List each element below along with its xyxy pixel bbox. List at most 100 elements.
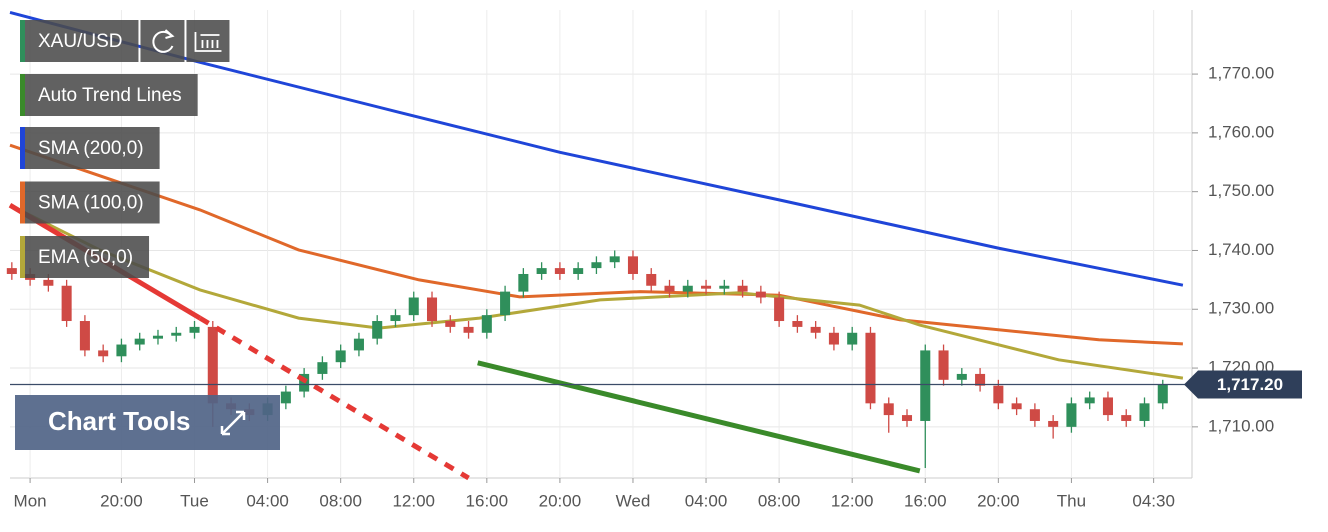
legend-box bbox=[20, 181, 160, 224]
legend-swatch bbox=[20, 74, 25, 116]
last-price-label: 1,717.20 bbox=[1217, 375, 1283, 394]
legend-item[interactable]: SMA (100,0) bbox=[20, 181, 160, 224]
candle-body bbox=[719, 285, 730, 289]
legend-box bbox=[20, 236, 150, 278]
x-tick-label: 20:00 bbox=[539, 491, 582, 510]
candle-body bbox=[755, 291, 766, 298]
legend-box bbox=[20, 127, 160, 169]
candle-body bbox=[810, 326, 821, 333]
y-tick-label: 1,750.00 bbox=[1208, 181, 1274, 200]
x-tick-label: Wed bbox=[616, 491, 651, 510]
legend-box bbox=[20, 74, 198, 116]
x-tick-label: 12:00 bbox=[392, 491, 435, 510]
candle-body bbox=[189, 326, 200, 333]
candle-body bbox=[1139, 403, 1150, 421]
candle-body bbox=[481, 315, 492, 333]
candle-body bbox=[701, 285, 712, 289]
chart-icon bbox=[194, 32, 222, 52]
refresh-arrow bbox=[164, 29, 175, 39]
candle-body bbox=[646, 273, 657, 286]
last-price-tag bbox=[1184, 370, 1302, 399]
candle-body bbox=[152, 335, 164, 339]
candle-body bbox=[500, 291, 511, 316]
candle-body bbox=[390, 315, 401, 322]
candle-body bbox=[536, 268, 547, 274]
candle-body bbox=[993, 385, 1004, 404]
x-tick-label: 12:00 bbox=[831, 491, 874, 510]
candle-body bbox=[737, 285, 748, 292]
trend-line bbox=[477, 360, 921, 474]
candle-body bbox=[554, 268, 565, 274]
candle-body bbox=[408, 297, 419, 316]
button-label: Chart Tools bbox=[48, 406, 191, 436]
refresh-button[interactable] bbox=[140, 20, 185, 62]
chart-type-button[interactable] bbox=[186, 20, 230, 62]
legend-item[interactable]: Auto Trend Lines bbox=[20, 74, 198, 116]
candle-body bbox=[1157, 384, 1168, 404]
candle-body bbox=[43, 279, 54, 286]
button-bg bbox=[15, 395, 280, 450]
candle-body bbox=[627, 256, 638, 274]
grid: 1,710.001,720.001,730.001,740.001,750.00… bbox=[9, 10, 1274, 510]
candle-body bbox=[1121, 415, 1132, 421]
candle-body bbox=[6, 268, 17, 274]
y-tick-label: 1,710.00 bbox=[1208, 416, 1274, 435]
candle-body bbox=[1084, 397, 1095, 404]
indicator-line bbox=[9, 203, 1184, 380]
y-tick-label: 1,740.00 bbox=[1208, 240, 1274, 259]
candle-body bbox=[774, 297, 785, 322]
candle-body bbox=[372, 321, 383, 339]
y-tick-label: 1,770.00 bbox=[1208, 64, 1274, 83]
indicator-line bbox=[9, 143, 1183, 346]
candle-body bbox=[828, 332, 839, 345]
candle-body bbox=[682, 285, 693, 292]
legend-item[interactable]: EMA (50,0) bbox=[20, 236, 150, 278]
x-tick-label: Tue bbox=[180, 491, 209, 510]
candle-body bbox=[79, 321, 90, 351]
candle-body bbox=[1048, 420, 1059, 427]
legend-swatch bbox=[20, 181, 25, 224]
candle-body bbox=[335, 350, 346, 363]
legend-label: SMA (200,0) bbox=[38, 138, 144, 159]
legend-item[interactable]: SMA (200,0) bbox=[20, 127, 160, 169]
candle-body bbox=[426, 297, 438, 322]
expand-icon bbox=[220, 410, 246, 436]
legend-swatch bbox=[20, 20, 25, 62]
candle-body bbox=[317, 362, 328, 374]
candle-body bbox=[975, 373, 986, 386]
x-tick-label: Thu bbox=[1057, 491, 1086, 510]
x-tick-label: 08:00 bbox=[758, 491, 801, 510]
legend-box bbox=[20, 20, 139, 62]
candle-body bbox=[1066, 403, 1077, 427]
candle-body bbox=[664, 285, 675, 292]
x-tick-label: 08:00 bbox=[319, 491, 362, 510]
candle-body bbox=[353, 338, 364, 351]
x-tick-label: Mon bbox=[14, 491, 47, 510]
chart-tools-button[interactable]: Chart Tools bbox=[15, 395, 280, 450]
x-tick-label: 04:00 bbox=[246, 491, 289, 510]
x-tick-label: 16:00 bbox=[466, 491, 509, 510]
x-tick-label: 20:00 bbox=[100, 491, 143, 510]
candle-body bbox=[1011, 403, 1022, 410]
candle-body bbox=[171, 332, 182, 336]
legend-label: EMA (50,0) bbox=[38, 247, 133, 268]
legend-swatch bbox=[20, 236, 25, 278]
plot bbox=[6, 203, 1192, 481]
candle-body bbox=[591, 262, 602, 269]
candle-body bbox=[445, 321, 456, 327]
legend-item[interactable]: XAU/USD bbox=[20, 20, 139, 62]
candle-body bbox=[956, 373, 967, 380]
x-tick-label: 04:30 bbox=[1132, 491, 1175, 510]
candle-body bbox=[920, 350, 931, 421]
candle-body bbox=[1029, 409, 1040, 421]
x-tick-label: 16:00 bbox=[904, 491, 947, 510]
candle-body bbox=[938, 350, 949, 380]
candle-body bbox=[61, 285, 72, 322]
candle-body bbox=[792, 321, 803, 327]
x-tick-label: 04:00 bbox=[685, 491, 728, 510]
candle-body bbox=[883, 403, 894, 416]
candle-body bbox=[609, 256, 620, 263]
candle-body bbox=[134, 338, 145, 345]
candle-body bbox=[847, 332, 858, 345]
